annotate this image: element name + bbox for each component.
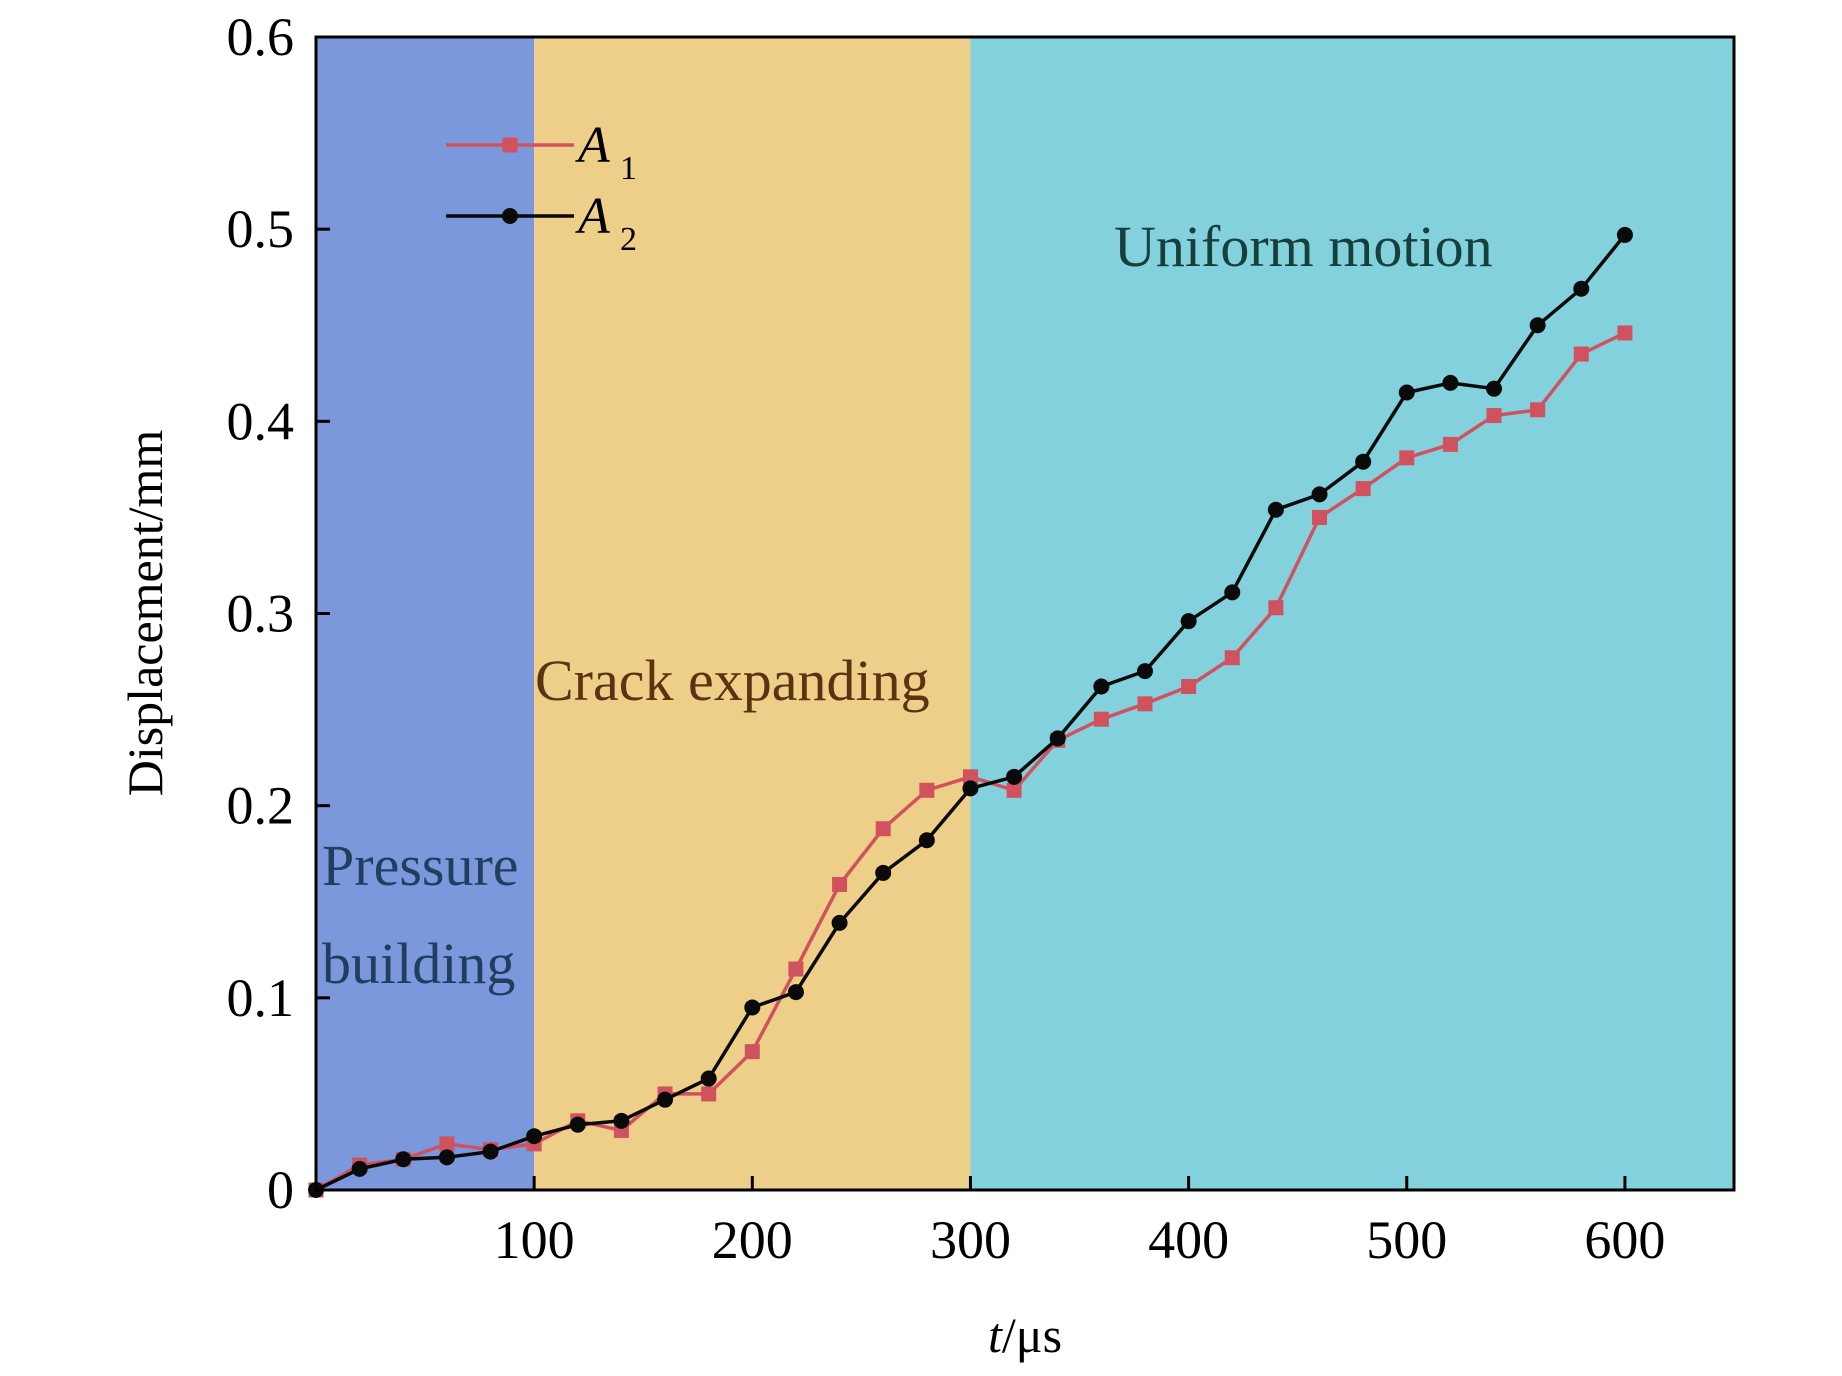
point-A2-560: [1529, 317, 1546, 334]
axis-tick-labels: 100 200 300 400 500 600 0 0.1 0.2 0.3 0.4 0.5 0.6: [227, 7, 1666, 1270]
y-axis-label: Displacement/mm: [117, 430, 173, 797]
point-A2-280: [918, 832, 935, 849]
point-A2-380: [1136, 663, 1153, 680]
point-A1-280: [919, 782, 935, 798]
point-A1-540: [1486, 408, 1502, 424]
point-A2-500: [1398, 384, 1415, 401]
point-A2-140: [613, 1112, 630, 1129]
point-A1-380: [1137, 696, 1153, 712]
point-A1-240: [832, 876, 848, 892]
legend-label-subscript: 1: [620, 150, 637, 187]
series-layer: [308, 226, 1633, 1198]
y-tick-label-0.6: 0.6: [227, 7, 295, 67]
legend-label: A: [575, 117, 610, 174]
point-A1-580: [1573, 346, 1589, 362]
x-axis-label: t/μs: [988, 1307, 1062, 1363]
region-label-1-line-1: Pressure: [322, 833, 519, 898]
x-axis-label-unit: /μs: [1002, 1307, 1062, 1363]
point-A2-260: [875, 864, 892, 881]
point-A1-600: [1617, 325, 1633, 341]
point-A2-180: [700, 1070, 717, 1087]
point-A2-420: [1224, 584, 1241, 601]
point-A2-300: [962, 780, 979, 797]
point-A2-60: [438, 1149, 455, 1166]
x-tick-label-300: 300: [930, 1210, 1011, 1270]
point-A1-260: [875, 821, 891, 837]
point-A1-320: [1006, 782, 1022, 798]
legend: A 1A 2: [446, 117, 637, 258]
region-3: [970, 37, 1734, 1190]
legend-marker: [502, 208, 518, 224]
point-A1-520: [1442, 436, 1458, 452]
x-axis-label-variable: t: [988, 1307, 1003, 1363]
point-A2-400: [1180, 613, 1197, 630]
point-A2-600: [1616, 226, 1633, 243]
point-A2-540: [1486, 380, 1503, 397]
point-A2-520: [1442, 374, 1459, 391]
series-A2: [308, 226, 1633, 1198]
region-2: [534, 37, 971, 1190]
point-A1-360: [1093, 711, 1109, 727]
y-tick-label-0.4: 0.4: [227, 391, 295, 451]
y-tick-label-0.5: 0.5: [227, 199, 295, 259]
region-label-1-line-2: building: [322, 931, 515, 996]
legend-label: A: [575, 188, 610, 245]
point-A2-220: [787, 984, 804, 1001]
y-tick-label-0.1: 0.1: [227, 968, 295, 1028]
legend-marker: [502, 137, 518, 153]
region-label-2-line-1: Crack expanding: [535, 648, 930, 713]
legend-label-subscript: 2: [620, 221, 637, 258]
point-A2-100: [526, 1128, 543, 1145]
y-tick-label-0: 0: [267, 1160, 294, 1220]
x-tick-label-100: 100: [494, 1210, 575, 1270]
y-tick-label-0.2: 0.2: [227, 776, 295, 836]
region-1: [316, 37, 535, 1190]
point-A2-440: [1267, 501, 1284, 518]
point-A1-60: [439, 1136, 455, 1152]
point-A1-300: [962, 769, 978, 785]
axis-ticks: [316, 35, 1627, 1192]
point-A1-180: [701, 1086, 717, 1102]
y-tick-label-0.3: 0.3: [227, 584, 295, 644]
point-A2-40: [395, 1151, 412, 1168]
point-A1-560: [1530, 402, 1546, 418]
x-tick-label-400: 400: [1148, 1210, 1229, 1270]
point-A2-480: [1355, 453, 1372, 470]
x-tick-label-200: 200: [712, 1210, 793, 1270]
region-label-3-line-1: Uniform motion: [1114, 214, 1493, 279]
point-A2-160: [657, 1091, 674, 1108]
phase-regions: [316, 37, 1734, 1190]
point-A2-20: [351, 1160, 368, 1177]
x-tick-label-500: 500: [1366, 1210, 1447, 1270]
point-A1-460: [1312, 509, 1328, 525]
point-A2-460: [1311, 486, 1328, 503]
point-A2-320: [1006, 768, 1023, 785]
point-A1-400: [1181, 679, 1197, 695]
phase-labels: Pressure building Crack expanding Uniform m…: [322, 214, 1493, 996]
point-A2-200: [744, 999, 761, 1016]
point-A1-440: [1268, 600, 1284, 616]
point-A1-220: [788, 961, 804, 977]
point-A1-420: [1224, 650, 1240, 666]
point-A2-240: [831, 914, 848, 931]
point-A1-500: [1399, 450, 1415, 466]
point-A2-120: [569, 1116, 586, 1133]
point-A1-480: [1355, 481, 1371, 497]
point-A1-200: [744, 1044, 760, 1060]
point-A2-580: [1573, 280, 1590, 297]
x-tick-label-600: 600: [1584, 1210, 1665, 1270]
point-A2-80: [482, 1143, 499, 1160]
point-A2-360: [1093, 678, 1110, 695]
point-A2-340: [1049, 730, 1066, 747]
